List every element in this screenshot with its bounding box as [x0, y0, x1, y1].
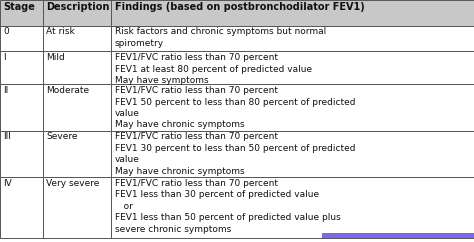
Bar	[43, 52, 111, 84]
Bar	[0, 131, 43, 177]
Bar	[43, 131, 111, 177]
Text: Description: Description	[46, 2, 109, 12]
Bar	[111, 52, 474, 84]
Text: FEV1/FVC ratio less than 70 percent
FEV1 at least 80 percent of predicted value
: FEV1/FVC ratio less than 70 percent FEV1…	[115, 53, 312, 85]
Text: FEV1/FVC ratio less than 70 percent
FEV1 30 percent to less than 50 percent of p: FEV1/FVC ratio less than 70 percent FEV1…	[115, 132, 355, 176]
Text: IV: IV	[3, 179, 12, 188]
Bar	[322, 233, 474, 238]
Bar	[43, 0, 111, 26]
Bar	[111, 177, 474, 238]
Text: 0: 0	[3, 27, 9, 36]
Text: Risk factors and chronic symptoms but normal
spirometry: Risk factors and chronic symptoms but no…	[115, 27, 326, 48]
Text: Severe: Severe	[46, 132, 77, 142]
Text: I: I	[3, 53, 6, 62]
Bar	[111, 26, 474, 52]
Text: Mild: Mild	[46, 53, 65, 62]
Bar	[0, 177, 43, 238]
Text: Findings (based on postbronchodilator FEV1): Findings (based on postbronchodilator FE…	[115, 2, 365, 12]
Bar	[0, 84, 43, 131]
Bar	[0, 52, 43, 84]
Text: Moderate: Moderate	[46, 86, 89, 95]
Text: Very severe: Very severe	[46, 179, 100, 188]
Bar	[0, 26, 43, 52]
Text: FEV1/FVC ratio less than 70 percent
FEV1 less than 30 percent of predicted value: FEV1/FVC ratio less than 70 percent FEV1…	[115, 179, 340, 234]
Bar	[43, 177, 111, 238]
Bar	[43, 84, 111, 131]
Text: III: III	[3, 132, 11, 142]
Text: Stage: Stage	[3, 2, 35, 12]
Text: II: II	[3, 86, 9, 95]
Bar	[111, 131, 474, 177]
Text: At risk: At risk	[46, 27, 75, 36]
Bar	[43, 26, 111, 52]
Bar	[0, 0, 43, 26]
Text: FEV1/FVC ratio less than 70 percent
FEV1 50 percent to less than 80 percent of p: FEV1/FVC ratio less than 70 percent FEV1…	[115, 86, 355, 129]
Bar	[111, 0, 474, 26]
Bar	[111, 84, 474, 131]
